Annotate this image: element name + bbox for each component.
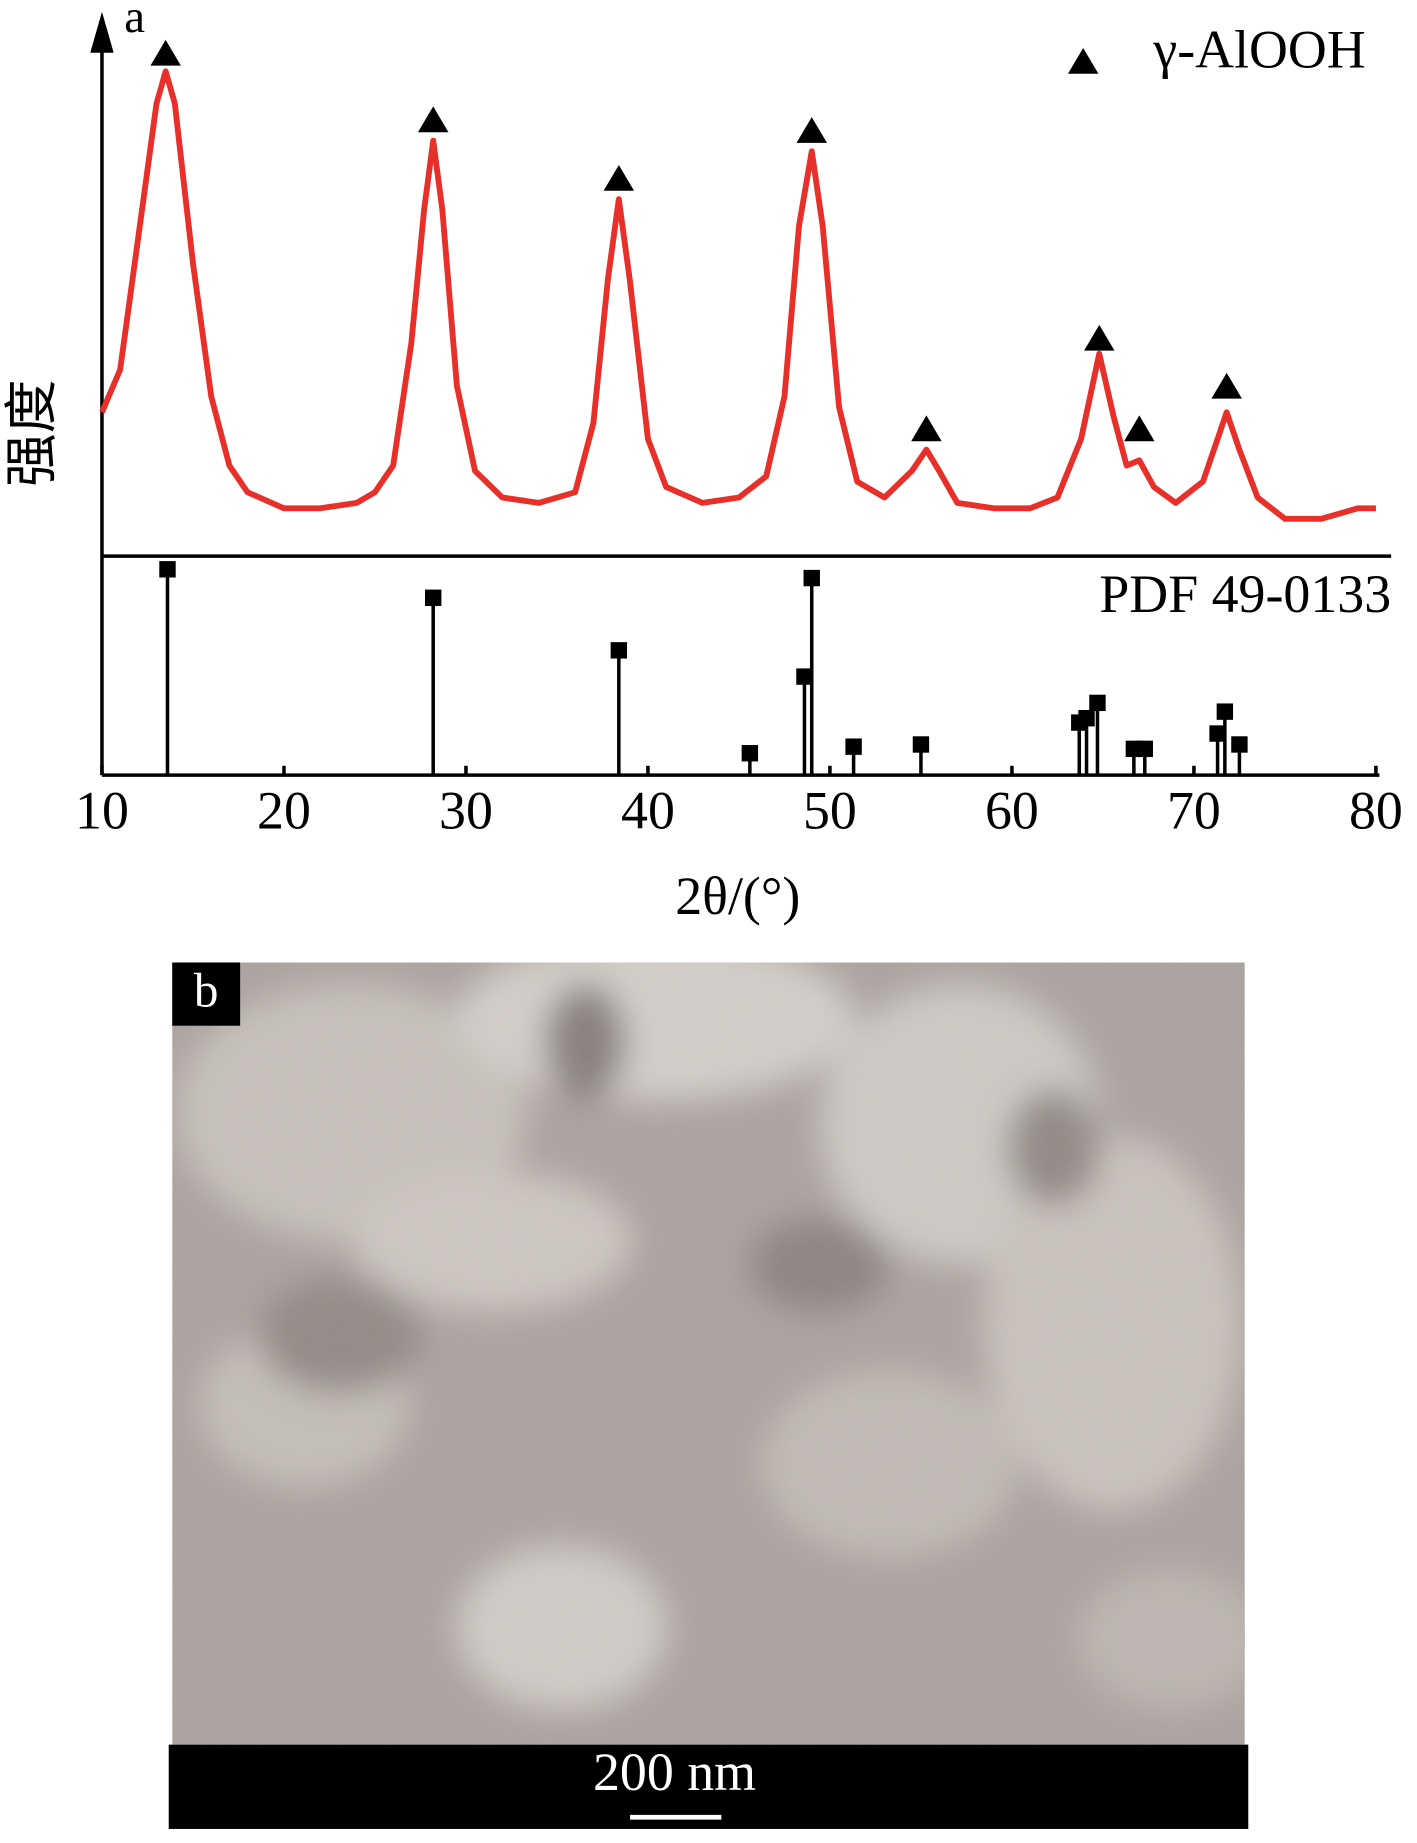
reference-marker xyxy=(159,561,176,578)
peak-marker xyxy=(1124,415,1155,442)
legend-label: γ-AlOOH xyxy=(1152,19,1365,79)
reference-marker xyxy=(912,736,930,753)
x-tick-label: 20 xyxy=(257,780,311,840)
axis-arrow xyxy=(90,11,114,53)
peak-marker xyxy=(150,39,181,66)
x-axis-label: 2θ/(°) xyxy=(675,866,800,926)
peak-marker xyxy=(1211,372,1242,399)
reference-marker xyxy=(796,668,813,685)
legend-marker xyxy=(1067,48,1099,74)
x-tick-label: 80 xyxy=(1349,780,1403,840)
x-tick-label: 10 xyxy=(75,780,129,840)
scale-bar-label: 200 nm xyxy=(593,1742,756,1802)
x-tick-label: 60 xyxy=(985,780,1039,840)
reference-marker xyxy=(610,642,628,659)
y-axis-label: 强度 xyxy=(2,379,62,487)
reference-marker xyxy=(1078,710,1095,727)
reference-marker xyxy=(425,589,442,606)
reference-marker xyxy=(741,745,759,762)
peak-marker xyxy=(1084,324,1115,351)
x-tick-label: 30 xyxy=(439,780,493,840)
reference-marker xyxy=(1209,725,1226,742)
peak-marker xyxy=(603,165,635,191)
panel-label: b xyxy=(194,963,219,1018)
peak-marker xyxy=(417,106,449,133)
x-tick-label: 70 xyxy=(1167,780,1221,840)
reference-marker xyxy=(1231,736,1248,753)
reference-label: PDF 49-0133 xyxy=(1099,564,1391,624)
reference-marker xyxy=(845,738,862,755)
x-tick-label: 40 xyxy=(621,780,675,840)
panel-label: a xyxy=(124,0,145,43)
reference-marker xyxy=(1089,694,1106,712)
peak-marker xyxy=(796,117,827,143)
peak-marker xyxy=(911,415,942,442)
reference-marker xyxy=(1216,703,1234,720)
x-tick-label: 50 xyxy=(803,780,857,840)
xrd-curve xyxy=(99,68,1376,522)
reference-marker xyxy=(1136,740,1153,758)
reference-marker xyxy=(803,569,820,587)
sem-image xyxy=(168,962,1249,1829)
